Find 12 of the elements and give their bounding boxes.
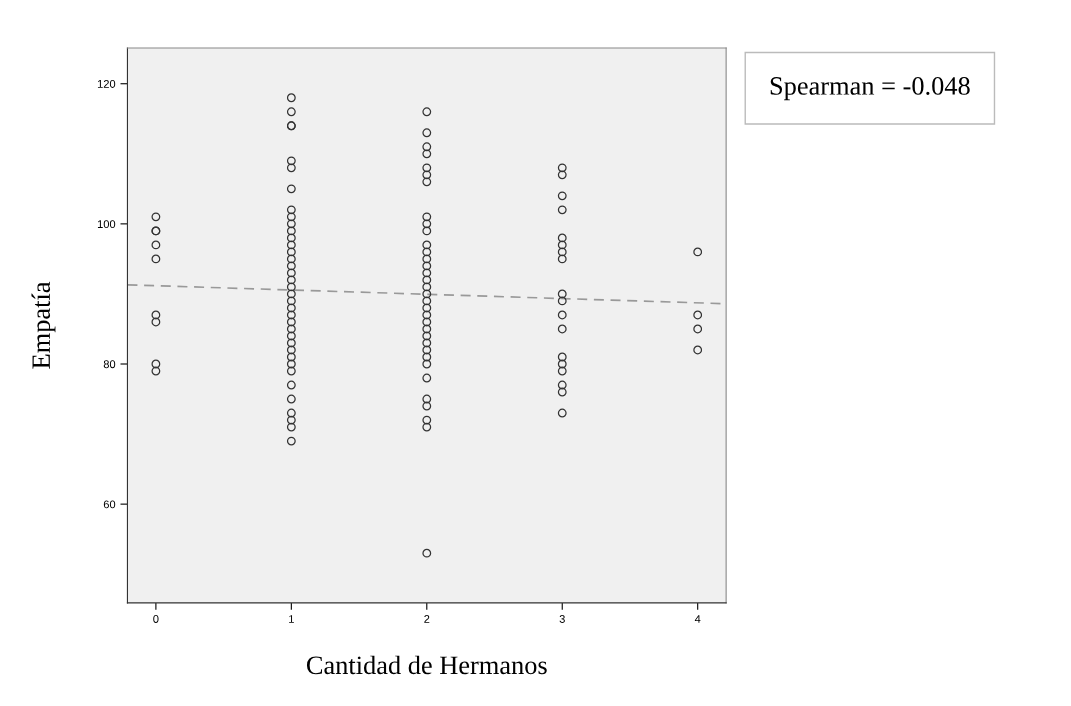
x-tick-label: 1: [289, 615, 294, 623]
y-tick-label: 100: [97, 220, 116, 229]
y-tick-label: 80: [103, 360, 116, 369]
y-tick-label: 120: [97, 80, 116, 88]
x-axis-title: Cantidad de Hermanos: [306, 655, 547, 675]
y-tick-label: 60: [103, 500, 116, 509]
x-tick-label: 4: [694, 615, 701, 623]
text: Spearman = -0.048: [770, 77, 970, 101]
y-axis-title: Empatía: [31, 281, 56, 369]
x-tick-label: 3: [559, 615, 565, 623]
x-tick-label: 0: [153, 615, 159, 623]
x-tick-label: 2: [424, 615, 430, 623]
